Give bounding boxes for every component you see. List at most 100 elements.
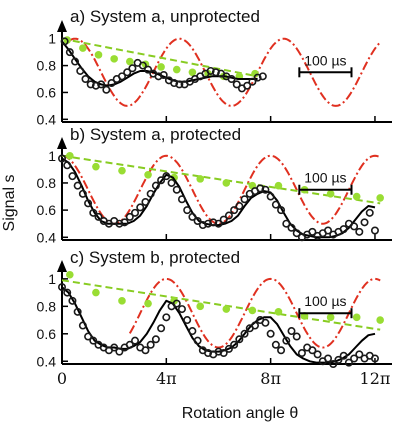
data-point — [68, 296, 77, 305]
decay-point — [222, 305, 231, 313]
y-tick-label: 1 — [48, 31, 56, 47]
data-point — [84, 199, 93, 208]
data-point — [258, 72, 267, 81]
data-point — [183, 316, 192, 325]
y-tick-label: 0.4 — [37, 111, 57, 127]
decay-point — [376, 316, 384, 324]
x-tick-label: 8π — [260, 369, 281, 388]
data-point — [146, 189, 155, 198]
data-point — [324, 226, 333, 235]
data-point — [243, 81, 252, 90]
data-point — [167, 178, 176, 187]
decay-point — [66, 270, 74, 279]
decay-point — [222, 179, 231, 187]
y-tick-label: 0.4 — [37, 353, 57, 369]
decay-line — [61, 279, 381, 331]
data-point — [198, 221, 207, 230]
data-point — [230, 206, 239, 215]
data-point — [120, 218, 129, 227]
data-point — [177, 195, 186, 204]
data-point — [136, 203, 145, 212]
data-point — [117, 72, 126, 81]
data-point — [91, 81, 100, 90]
y-axis-arrow — [57, 20, 67, 32]
data-point — [84, 332, 93, 341]
y-tick-label: 0.8 — [37, 175, 57, 191]
data-point — [162, 313, 171, 322]
panel-b: b) System a, protected 0.4 0.6 0.8 1 100 µs — [37, 125, 392, 245]
data-point — [266, 192, 275, 201]
data-point — [204, 349, 213, 358]
data-point — [219, 215, 228, 224]
data-point — [370, 226, 379, 235]
data-point — [230, 340, 239, 349]
decay-point — [126, 57, 134, 66]
data-point — [355, 227, 364, 236]
data-point — [89, 208, 98, 217]
decay-point — [196, 175, 205, 183]
data-point — [63, 288, 72, 297]
decay-point — [326, 313, 335, 322]
data-point — [183, 206, 192, 215]
data-point — [146, 340, 155, 349]
y-tick-label: 0.6 — [37, 84, 57, 100]
panel-c: c) System b, protected 0.4 0.6 0.8 1 0 4π 8π 12π… — [37, 248, 392, 388]
decay-point — [79, 44, 87, 52]
decay-point — [118, 297, 126, 305]
data-point — [157, 176, 166, 185]
data-point — [60, 37, 69, 46]
data-point — [324, 354, 333, 363]
data-point — [107, 79, 116, 88]
data-point — [365, 208, 374, 217]
data-point — [141, 346, 150, 355]
ideal-signal-line — [69, 37, 381, 107]
data-point — [313, 350, 322, 359]
data-point — [253, 73, 262, 82]
data-point — [277, 206, 286, 215]
data-point — [97, 80, 106, 89]
data-point — [204, 219, 213, 228]
data-point — [271, 340, 280, 349]
data-point — [76, 66, 85, 75]
data-point — [157, 324, 166, 333]
y-axis-arrow — [57, 260, 67, 272]
data-point — [292, 332, 301, 341]
decay-point — [110, 55, 118, 63]
y-tick-label: 0.8 — [37, 298, 57, 314]
x-tick-label: 12π — [360, 369, 391, 388]
decay-point — [144, 299, 152, 308]
data-point — [339, 225, 348, 234]
panels: a) System a, unprotected 0.4 0.6 0.8 1 100 µs… — [37, 7, 392, 388]
panel-a: a) System a, unprotected 0.4 0.6 0.8 1 100 µs — [37, 7, 392, 127]
data-point — [141, 197, 150, 206]
decay-point — [94, 51, 103, 59]
y-tick-label: 0.6 — [37, 326, 57, 342]
data-point — [86, 80, 95, 89]
data-point — [115, 219, 124, 228]
data-point — [63, 161, 72, 170]
scale-bar-label: 100 µs — [304, 52, 346, 68]
data-point — [102, 85, 111, 94]
data-point — [282, 219, 291, 228]
decay-point — [376, 194, 384, 202]
data-point — [344, 358, 353, 367]
data-point — [94, 212, 103, 221]
data-point — [78, 321, 87, 330]
data-point — [154, 72, 163, 81]
decay-point — [196, 302, 205, 311]
data-point — [57, 154, 66, 163]
data-point — [240, 329, 249, 338]
data-point — [214, 347, 223, 356]
scale-bar-label: 100 µs — [304, 293, 346, 309]
data-point — [209, 218, 218, 227]
decay-point — [274, 181, 283, 190]
data-point — [193, 216, 202, 225]
data-point — [235, 202, 244, 211]
decay-point — [248, 306, 257, 315]
data-point — [355, 350, 364, 359]
panel-title: a) System a, unprotected — [70, 7, 260, 26]
data-point — [360, 218, 369, 227]
data-point — [159, 70, 168, 79]
y-tick-label: 1 — [48, 271, 56, 287]
panel-title: b) System a, protected — [70, 125, 241, 144]
